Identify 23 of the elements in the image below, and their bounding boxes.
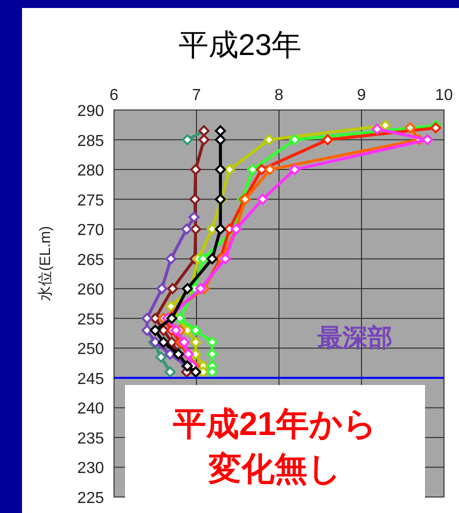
y-tick-label: 235 [77, 430, 104, 448]
chart-title: 平成23年 [178, 29, 302, 62]
x-tick-label: 6 [110, 87, 119, 104]
y-tick-label: 265 [77, 252, 104, 269]
y-tick-label: 285 [77, 132, 104, 150]
y-tick-label: 240 [77, 400, 104, 418]
y-tick-label: 250 [77, 341, 104, 358]
y-tick-label: 225 [77, 490, 104, 507]
annotation: 平成21年から [172, 405, 377, 442]
y-axis-title: 水位(EL.m) [37, 226, 54, 301]
y-tick-label: 280 [77, 162, 104, 180]
annotation: 変化無し [208, 450, 342, 487]
y-tick-label: 245 [77, 370, 104, 388]
y-tick-label: 255 [77, 311, 104, 328]
x-tick-label: 9 [357, 87, 366, 104]
y-tick-label: 290 [77, 103, 104, 120]
x-tick-label: 10 [435, 87, 453, 104]
y-tick-label: 260 [77, 282, 104, 299]
y-tick-label: 270 [77, 222, 104, 240]
y-tick-label: 275 [77, 192, 104, 210]
x-tick-label: 8 [274, 87, 284, 104]
y-tick-label: 230 [77, 460, 104, 478]
x-tick-label: 7 [192, 87, 202, 104]
